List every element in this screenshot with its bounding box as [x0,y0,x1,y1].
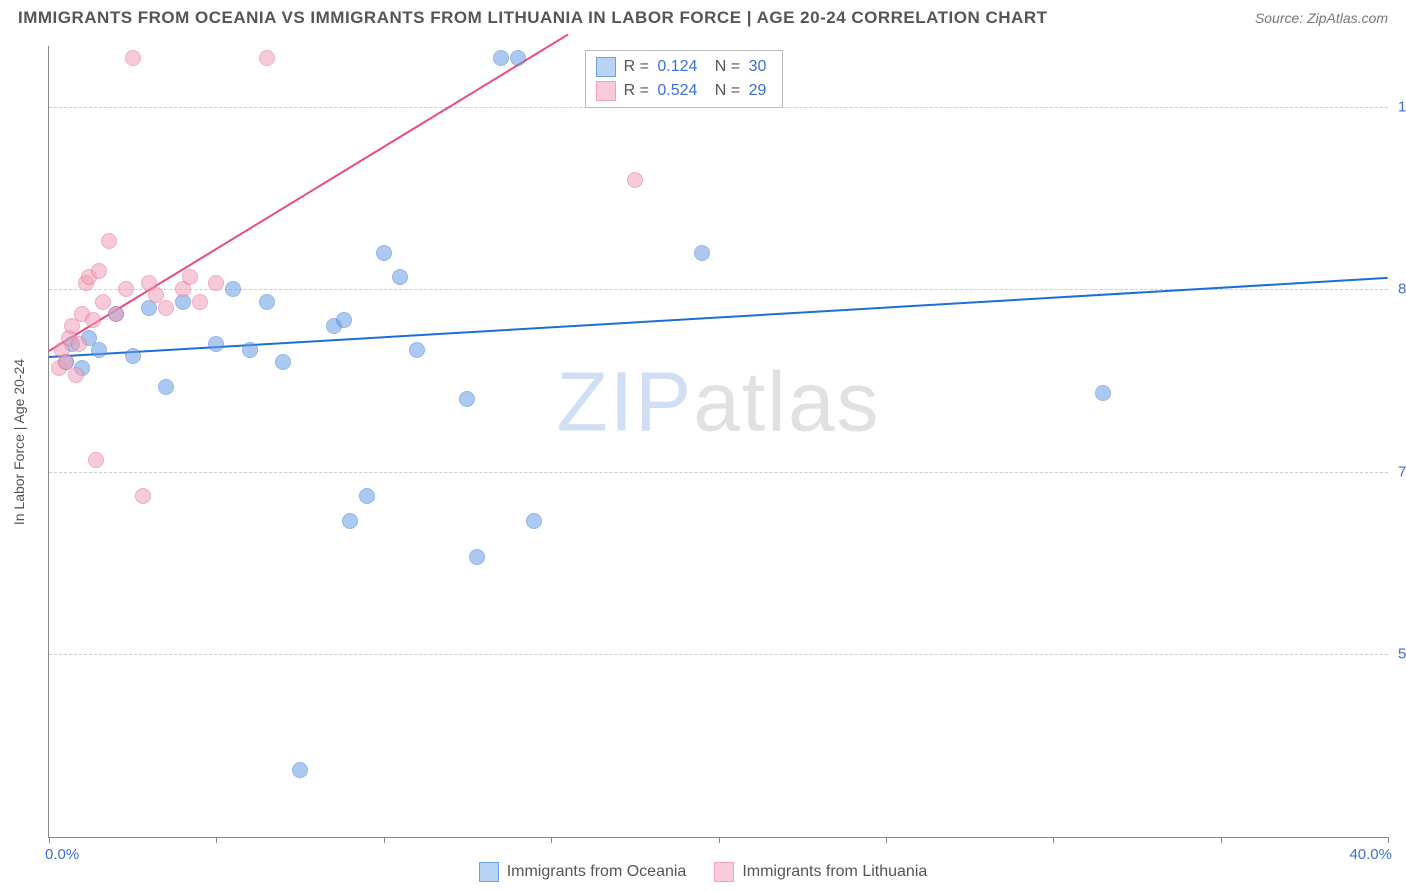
legend-label: Immigrants from Oceania [507,863,687,881]
data-point [259,50,275,66]
data-point [91,263,107,279]
data-point [259,294,275,310]
gridline [49,654,1388,655]
chart-title: IMMIGRANTS FROM OCEANIA VS IMMIGRANTS FR… [18,8,1048,28]
y-tick-label: 85.0% [1392,281,1406,298]
x-axis-max-label: 40.0% [1349,846,1392,863]
gridline [49,472,1388,473]
x-tick [1221,837,1222,843]
watermark-zip: ZIP [556,354,693,448]
data-point [242,342,258,358]
x-tick [1388,837,1389,843]
data-point [493,50,509,66]
data-point [292,762,308,778]
data-point [459,391,475,407]
data-point [359,488,375,504]
x-tick [384,837,385,843]
x-axis-min-label: 0.0% [45,846,79,863]
data-point [91,342,107,358]
chart-area: In Labor Force | Age 20-24 ZIPatlas 0.0%… [0,38,1406,892]
stats-legend-row: R = 0.124 N = 30 [596,55,771,79]
data-point [694,245,710,261]
legend-swatch [479,862,499,882]
data-point [392,269,408,285]
data-point [627,172,643,188]
data-point [409,342,425,358]
data-point [526,513,542,529]
x-tick [886,837,887,843]
data-point [208,336,224,352]
plot-region: In Labor Force | Age 20-24 ZIPatlas 0.0%… [48,46,1388,838]
chart-source: Source: ZipAtlas.com [1255,10,1388,26]
legend-label: Immigrants from Lithuania [742,863,927,881]
trend-line [48,34,568,352]
data-point [342,513,358,529]
data-point [469,549,485,565]
y-axis-title: In Labor Force | Age 20-24 [11,358,27,524]
bottom-legend: Immigrants from Oceania Immigrants from L… [0,862,1406,882]
y-tick-label: 55.0% [1392,646,1406,663]
x-tick [719,837,720,843]
data-point [225,281,241,297]
stats-text: R = 0.524 N = 29 [624,82,771,100]
data-point [1095,385,1111,401]
chart-header: IMMIGRANTS FROM OCEANIA VS IMMIGRANTS FR… [0,0,1406,32]
data-point [88,452,104,468]
legend-item: Immigrants from Lithuania [714,862,927,882]
data-point [158,300,174,316]
data-point [275,354,291,370]
x-tick [49,837,50,843]
y-tick-label: 100.0% [1392,98,1406,115]
y-tick-label: 70.0% [1392,463,1406,480]
data-point [135,488,151,504]
watermark: ZIPatlas [556,353,880,450]
legend-swatch [714,862,734,882]
stats-legend-row: R = 0.524 N = 29 [596,79,771,103]
x-tick [551,837,552,843]
legend-swatch [596,81,616,101]
data-point [101,233,117,249]
watermark-atlas: atlas [693,354,880,448]
data-point [118,281,134,297]
data-point [85,312,101,328]
data-point [510,50,526,66]
data-point [158,379,174,395]
data-point [68,367,84,383]
data-point [182,269,198,285]
data-point [192,294,208,310]
stats-text: R = 0.124 N = 30 [624,58,771,76]
stats-legend: R = 0.124 N = 30 R = 0.524 N = 29 [585,50,784,108]
data-point [376,245,392,261]
data-point [108,306,124,322]
x-tick [216,837,217,843]
data-point [208,275,224,291]
data-point [71,336,87,352]
data-point [125,348,141,364]
data-point [336,312,352,328]
data-point [125,50,141,66]
legend-item: Immigrants from Oceania [479,862,687,882]
x-tick [1053,837,1054,843]
legend-swatch [596,57,616,77]
data-point [95,294,111,310]
